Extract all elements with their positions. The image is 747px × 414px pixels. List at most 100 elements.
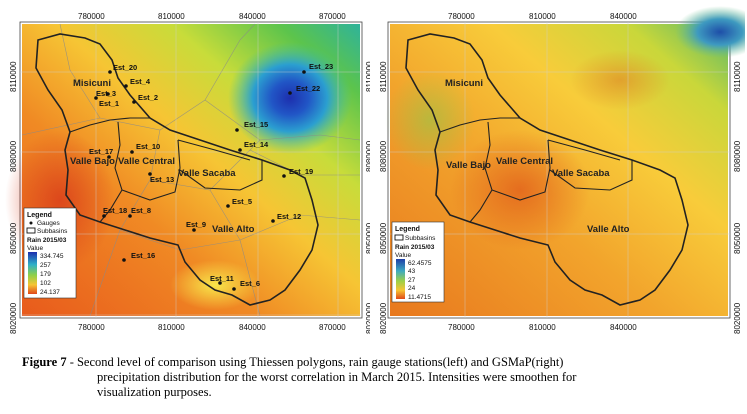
y-tick-left: 8020000 (9, 302, 18, 334)
legend-value-label: Value (395, 252, 412, 259)
gauge-marker (102, 214, 106, 218)
gauge-marker (122, 258, 126, 262)
gauge-marker (288, 91, 292, 95)
rain-green-zone (385, 70, 475, 170)
legend-subbasins-label: Subbasins (405, 235, 436, 242)
gauge-marker (94, 96, 98, 100)
legend-title: Legend (395, 226, 420, 233)
legend-value: 11.4715 (408, 294, 431, 301)
gauge-marker (107, 155, 111, 159)
y-tick-left: 8050000 (380, 222, 388, 254)
gauge-marker (226, 204, 230, 208)
y-tick-right: 8110000 (365, 61, 370, 92)
caption-line-3: visualization purposes. (97, 385, 212, 399)
gauge-marker (282, 174, 286, 178)
legend-value: 62.4575 (408, 260, 432, 267)
subbasin-label-misicuni: Misicuni (73, 78, 111, 89)
y-tick-right: 8050000 (365, 222, 370, 254)
y-tick-left: 8110000 (9, 61, 18, 92)
gauge-label: Est_14 (244, 140, 269, 149)
gauge-label: Est_20 (113, 63, 137, 72)
rain-orange-zone (570, 50, 670, 110)
gauge-thiessen-map: Misicuni Valle Bajo Valle Central Valle … (5, 12, 370, 334)
subbasin-label-valle-central: Valle Central (118, 156, 175, 167)
subbasin-boundaries (69, 117, 263, 223)
subbasin-boundaries (439, 117, 633, 223)
subbasin-label-misicuni: Misicuni (445, 78, 483, 89)
x-tick-top: 810000 (158, 12, 185, 21)
gauge-marker (148, 172, 152, 176)
legend: Legend Subbasins Rain 2015/03 Value 62.4… (391, 221, 445, 303)
x-tick-top: 780000 (78, 12, 105, 21)
gauge-marker (238, 148, 242, 152)
subbasin-symbol (26, 227, 36, 234)
legend-value-label: Value (27, 245, 44, 252)
x-tick-bottom: 840000 (610, 323, 637, 332)
gauge-label: Est_12 (277, 212, 301, 221)
gauge-marker (106, 92, 110, 96)
gauge-marker (124, 84, 128, 88)
x-tick-bottom: 810000 (158, 323, 185, 332)
gauge-label: Est_4 (130, 77, 151, 86)
x-tick-bottom: 780000 (78, 323, 105, 332)
gauge-label: Est_3 (96, 89, 116, 98)
gauge-label: Est_15 (244, 120, 268, 129)
caption-figure-number: 7 (60, 355, 67, 369)
subbasin-label-valle-alto: Valle Alto (212, 224, 255, 235)
x-tick-bottom: 810000 (529, 323, 556, 332)
thiessen-polygons (21, 23, 361, 317)
caption-line-1: - Second level of comparison using Thies… (66, 355, 564, 369)
legend-raster-label: Rain 2015/03 (395, 244, 435, 251)
legend-title: Legend (27, 212, 52, 219)
y-tick-left: 8110000 (380, 61, 388, 92)
gauge-symbol (29, 221, 33, 225)
figure-caption: Figure 7 - Second level of comparison us… (22, 355, 734, 400)
basin-outline (405, 33, 689, 306)
legend-value: 24.137 (40, 289, 60, 296)
gauge-label: Est_13 (150, 175, 174, 184)
gsmap-map: Misicuni Valle Bajo Valle Central Valle … (380, 6, 745, 334)
legend-raster-label: Rain 2015/03 (27, 237, 67, 244)
gauge-label: Est_2 (138, 93, 158, 102)
gauge-label: Est_5 (232, 197, 252, 206)
gauge-label: Est_17 (89, 147, 113, 156)
gauge-label: Est_23 (309, 62, 333, 71)
y-tick-right: 8020000 (733, 302, 742, 334)
x-tick-bottom: 840000 (239, 323, 266, 332)
y-tick-right: 8050000 (733, 222, 742, 254)
rain-orange-zone (450, 130, 590, 250)
subbasin-label-valle-sacaba: Valle Sacaba (552, 168, 610, 179)
x-tick-top: 840000 (610, 12, 637, 21)
gauge-marker (130, 150, 134, 154)
legend-value: 24 (408, 285, 416, 292)
x-tick-bottom: 780000 (448, 323, 475, 332)
gauge-marker (271, 219, 275, 223)
gauge-label: Est_22 (296, 84, 320, 93)
y-tick-right: 8110000 (733, 61, 742, 92)
legend-color-ramp (28, 252, 37, 294)
gauge-label: Est_8 (131, 206, 151, 215)
y-tick-left: 8020000 (380, 302, 388, 334)
gauge-label: Est_18 (103, 206, 127, 215)
gauge-marker (235, 128, 239, 132)
gauge-marker (232, 287, 236, 291)
legend: Legend Gauges Subbasins Rain 2015/03 Val… (23, 207, 77, 299)
y-tick-right: 8020000 (365, 302, 370, 334)
caption-figure-label: Figure (22, 355, 58, 369)
y-tick-left: 8080000 (380, 140, 388, 172)
gauge-label: Est_9 (186, 220, 206, 229)
subbasin-label-valle-central: Valle Central (496, 156, 553, 167)
legend-color-ramp (396, 259, 405, 299)
x-tick-top: 780000 (448, 12, 475, 21)
basin-outline (35, 33, 319, 306)
gauge-label: Est_16 (131, 251, 155, 260)
gauge-label: Est_10 (136, 142, 160, 151)
gauge-marker (302, 70, 306, 74)
graticule (388, 22, 730, 318)
subbasin-label-valle-sacaba: Valle Sacaba (178, 168, 236, 179)
y-tick-right: 8080000 (365, 140, 370, 172)
legend-value: 179 (40, 271, 51, 278)
gauge-marker (132, 100, 136, 104)
x-tick-top: 870000 (319, 12, 346, 21)
legend-value: 27 (408, 277, 416, 284)
